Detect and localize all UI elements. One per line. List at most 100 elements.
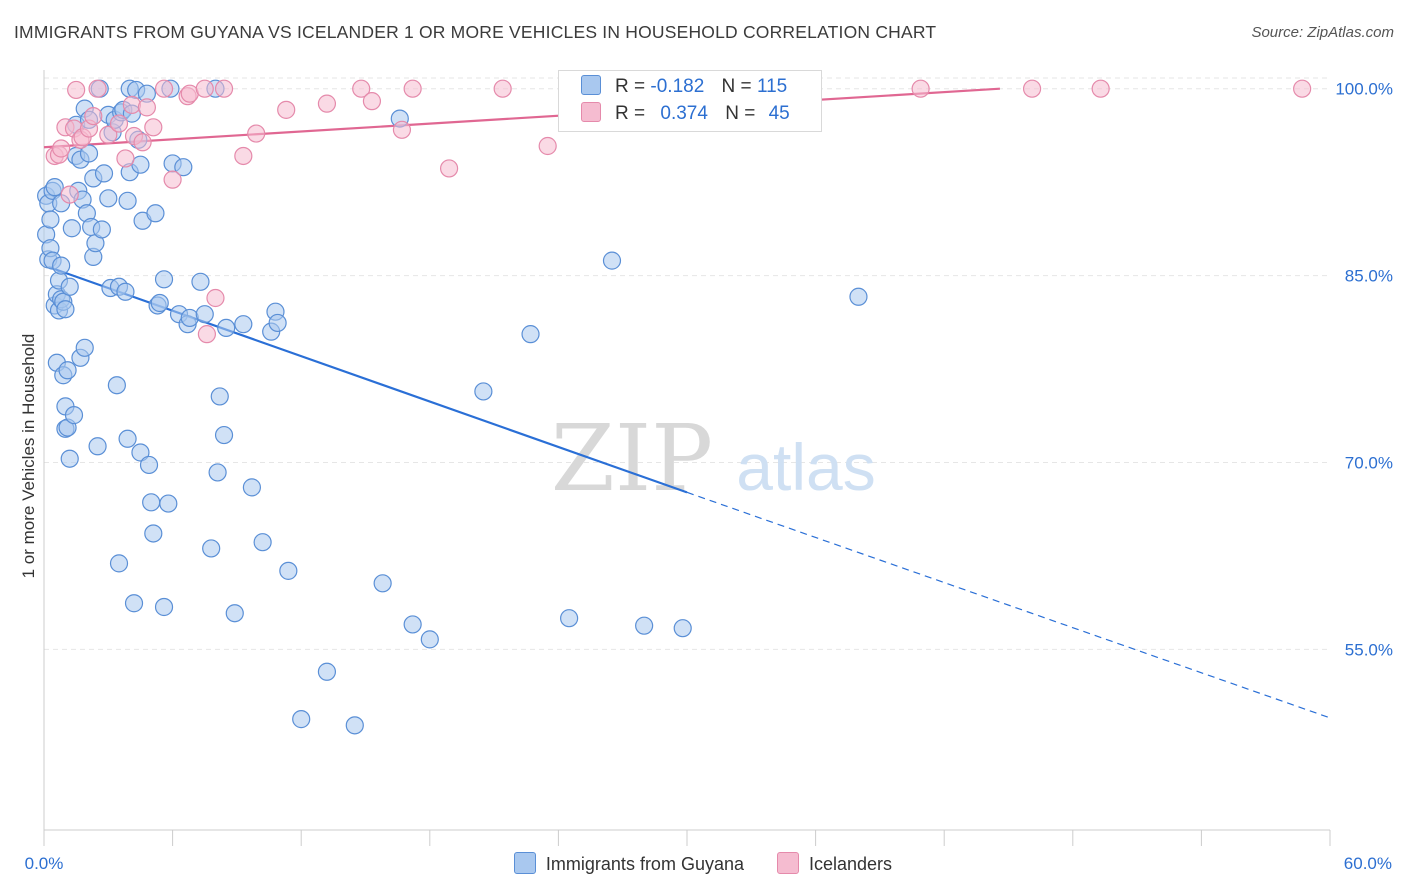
guyana-point — [45, 178, 64, 197]
icelanders-point — [1022, 79, 1042, 98]
source-label: Source: ZipAtlas.com — [1251, 24, 1394, 41]
correlation-legend: R = -0.182 N = 115 R = 0.374 N = 45 — [558, 70, 822, 132]
guyana-point — [560, 609, 579, 628]
guyana-point — [144, 524, 163, 543]
guyana-point — [373, 574, 392, 593]
legend-swatch-guyana — [581, 75, 601, 95]
icelanders-point — [116, 149, 135, 168]
icelanders-point — [84, 106, 103, 126]
guyana-point — [146, 204, 165, 223]
guyana-point — [673, 619, 692, 638]
legend-r-value: -0.182 — [650, 76, 705, 97]
guyana-point — [116, 282, 135, 301]
guyana-point — [139, 455, 159, 475]
icelanders-point — [317, 94, 337, 113]
icelanders-point — [352, 79, 371, 98]
legend-swatch-icelanders — [777, 852, 799, 874]
legend-r-label: R = — [615, 103, 646, 124]
guyana-point — [202, 539, 221, 558]
icelanders-point — [247, 124, 266, 143]
watermark-zip: ZIP — [551, 405, 713, 512]
icelanders-point — [1293, 79, 1312, 98]
icelanders-point — [133, 133, 152, 152]
icelanders-point — [122, 95, 141, 114]
legend-item-guyana[interactable]: Immigrants from Guyana — [513, 852, 744, 875]
icelanders-point — [439, 159, 459, 178]
guyana-point — [109, 554, 129, 573]
icelanders-point — [88, 79, 107, 98]
legend-n-value: 115 — [756, 76, 788, 97]
y-tick-label: 100.0% — [1335, 80, 1393, 99]
guyana-point — [154, 597, 174, 617]
legend-label-icelanders: Icelanders — [809, 854, 893, 874]
guyana-point — [191, 272, 210, 291]
guyana-point — [208, 463, 227, 482]
guyana-point — [234, 315, 253, 334]
y-axis-title: 1 or more Vehicles in Household — [19, 334, 38, 579]
guyana-point — [75, 338, 94, 357]
guyana-point — [60, 449, 79, 468]
guyana-point — [279, 561, 298, 580]
icelanders-point — [60, 185, 79, 204]
icelanders-point — [144, 118, 163, 137]
guyana-point — [159, 494, 178, 513]
series-icelanders-points — [45, 79, 1312, 344]
icelanders-point — [214, 79, 234, 98]
icelanders-point — [163, 170, 182, 189]
icelanders-point — [137, 98, 156, 117]
guyana-point — [195, 305, 214, 324]
legend-r-label: R = — [615, 76, 646, 97]
guyana-point — [154, 270, 174, 289]
guyana-point — [268, 313, 287, 333]
legend-r-value: 0.374 — [660, 103, 708, 124]
guyana-point — [345, 716, 364, 735]
guyana-point — [214, 425, 234, 445]
icelanders-point — [1091, 79, 1110, 98]
icelanders-point — [206, 288, 225, 308]
guyana-point — [64, 406, 84, 425]
icelanders-point — [99, 125, 118, 144]
icelanders-point — [234, 146, 253, 166]
guyana-point — [317, 662, 337, 681]
icelanders-point — [362, 92, 382, 111]
guyana-point — [521, 325, 540, 344]
legend-row-guyana: R = -0.182 N = 115 — [581, 75, 787, 101]
icelanders-point — [154, 79, 174, 98]
x-tick-label: 60.0% — [1344, 854, 1392, 873]
icelanders-point — [180, 84, 199, 103]
guyana-point — [62, 219, 81, 238]
x-tick-label: 0.0% — [25, 854, 64, 873]
chart-title: IMMIGRANTS FROM GUYANA VS ICELANDER 1 OR… — [14, 22, 937, 42]
series-legend: Immigrants from Guyana Icelanders — [0, 852, 1406, 878]
guyana-point — [474, 382, 493, 401]
legend-row-icelanders: R = 0.374 N = 45 — [581, 102, 790, 128]
guyana-point — [180, 308, 199, 328]
guyana-point — [403, 615, 422, 634]
legend-item-icelanders[interactable]: Icelanders — [777, 852, 892, 875]
icelanders-point — [195, 79, 214, 98]
guyana-trend-extension — [686, 491, 1331, 719]
watermark: ZIP atlas — [551, 405, 876, 512]
guyana-point — [88, 437, 107, 456]
guyana-point — [58, 361, 77, 380]
legend-label-guyana: Immigrants from Guyana — [545, 854, 744, 874]
guyana-point — [118, 429, 137, 448]
guyana-point — [118, 191, 137, 210]
guyana-point — [142, 493, 161, 512]
guyana-point — [253, 533, 272, 552]
y-tick-label: 55.0% — [1345, 640, 1393, 659]
legend-n-value: 45 — [768, 103, 790, 124]
guyana-point — [292, 710, 311, 729]
guyana-point — [635, 616, 654, 635]
guyana-point — [107, 376, 126, 395]
icelanders-point — [277, 100, 296, 119]
guyana-point — [92, 220, 111, 239]
tick-labels: 55.0% 70.0% 85.0% 100.0% 0.0% 60.0% — [25, 80, 1393, 873]
icelanders-point — [403, 79, 422, 98]
grid-lines — [44, 77, 1330, 650]
guyana-point — [602, 251, 622, 270]
legend-n-label: N = — [725, 103, 756, 124]
guyana-point — [849, 287, 868, 306]
y-tick-label: 70.0% — [1345, 453, 1393, 472]
